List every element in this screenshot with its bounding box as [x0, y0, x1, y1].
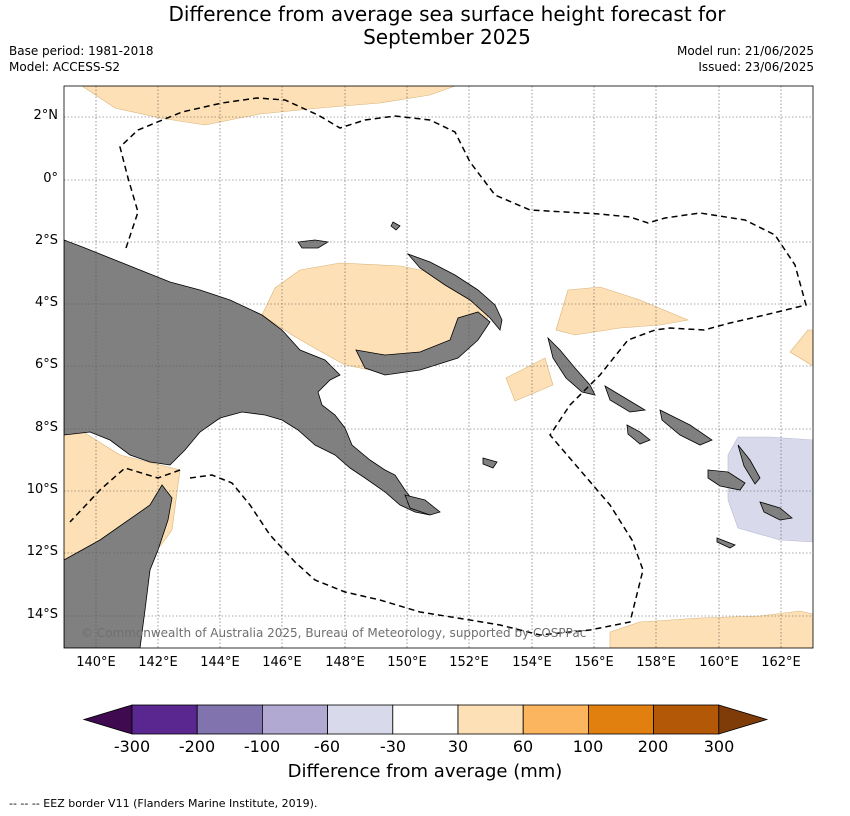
colorbar-swatch-4 [327, 704, 394, 735]
lon-label-158e: 158°E [636, 655, 676, 670]
land-new-ireland [406, 253, 503, 331]
land-malaita [737, 444, 761, 485]
colorbar-tick-minus100: -100 [243, 737, 281, 756]
lat-label-4s: 4°S [34, 295, 58, 310]
anomaly-region-far-east [789, 329, 813, 367]
anomaly-region-south [609, 610, 813, 648]
land-solomon-2 [659, 409, 713, 446]
land-solomon-1 [604, 385, 647, 413]
land-islet-4 [482, 457, 498, 469]
base-period: Base period: 1981-2018 [9, 44, 154, 58]
lon-label-144e: 144°E [200, 655, 240, 670]
graticule [64, 86, 813, 648]
map-frame [63, 85, 814, 649]
lat-label-6s: 6°S [34, 357, 58, 372]
land-new-britain [355, 311, 491, 376]
colorbar-swatch-6 [457, 704, 524, 735]
eez-border-png [119, 97, 807, 636]
eez-legend: -- -- -- EEZ border V11 (Flanders Marine… [9, 797, 318, 810]
model-name: Model: ACCESS-S2 [9, 60, 121, 74]
colorbar-tick-300: 300 [703, 737, 735, 756]
lon-label-156e: 156°E [574, 655, 614, 670]
colorbar-tick-minus60: -60 [313, 737, 341, 756]
colorbar-tick-minus300: -300 [113, 737, 151, 756]
map: © Commonwealth of Australia 2025, Bureau… [63, 85, 814, 649]
lon-label-152e: 152°E [449, 655, 489, 670]
anomaly-region-bismarck-sea [261, 262, 491, 373]
meta-right: Model run: 21/06/2025 Issued: 23/06/2025 [677, 43, 814, 75]
colorbar-tick-30: 30 [447, 737, 469, 756]
land-louisiade [404, 494, 441, 516]
lat-label-14s: 14°S [26, 607, 58, 622]
colorbar-title: Difference from average (mm) [287, 761, 563, 782]
lon-label-142e: 142°E [138, 655, 178, 670]
colorbar-tick-100: 100 [572, 737, 604, 756]
lat-label-12s: 12°S [26, 544, 58, 559]
lon-label-140e: 140°E [76, 655, 116, 670]
colorbar-swatch-3 [261, 704, 328, 735]
colorbar-extend-high [718, 704, 769, 735]
land-islet-3 [716, 537, 736, 549]
lon-label-148e: 148°E [325, 655, 365, 670]
copyright-notice: © Commonwealth of Australia 2025, Bureau… [81, 626, 586, 640]
title-line-1: Difference from average sea surface heig… [168, 2, 726, 26]
lat-label-0: 0° [43, 171, 58, 186]
colorbar-swatch-5 [392, 704, 459, 735]
land-islet-2 [626, 424, 651, 445]
colorbar-swatch-7 [522, 704, 589, 735]
colorbar-tick-minus30: -30 [379, 737, 407, 756]
land-islet-1 [390, 221, 401, 231]
anomaly-region-east-1 [555, 286, 690, 336]
colorbar-extend-low [82, 704, 133, 735]
meta-left: Base period: 1981-2018 Model: ACCESS-S2 [9, 43, 154, 75]
anomaly-region-east-2 [505, 357, 554, 402]
land-masses [64, 221, 793, 648]
lon-label-160e: 160°E [699, 655, 739, 670]
issued-date: Issued: 23/06/2025 [698, 60, 814, 74]
land-cape-york [64, 484, 173, 648]
land-guadalcanal [707, 469, 746, 491]
page-title: Difference from average sea surface heig… [0, 3, 850, 49]
lon-label-146e: 146°E [262, 655, 302, 670]
land-bougainville [547, 336, 596, 396]
land-makira [759, 501, 793, 521]
title-line-2: September 2025 [363, 25, 531, 49]
colorbar [82, 704, 769, 735]
colorbar-swatch-9 [653, 704, 720, 735]
colorbar-tick-minus200: -200 [178, 737, 216, 756]
lon-label-154e: 154°E [512, 655, 552, 670]
lon-label-162e: 162°E [761, 655, 801, 670]
lat-label-2s: 2°S [34, 233, 58, 248]
eez-borders [69, 97, 807, 636]
colorbar-tick-60: 60 [512, 737, 534, 756]
lat-label-10s: 10°S [26, 482, 58, 497]
model-run: Model run: 21/06/2025 [676, 44, 814, 58]
colorbar-swatch-2 [196, 704, 263, 735]
lon-label-150e: 150°E [387, 655, 427, 670]
colorbar-swatch-1 [131, 704, 198, 735]
eez-border-torres [69, 467, 181, 523]
colorbar-swatch-8 [588, 704, 655, 735]
lat-label-2n: 2°N [33, 108, 59, 123]
colorbar-tick-200: 200 [637, 737, 669, 756]
lat-label-8s: 8°S [34, 420, 58, 435]
